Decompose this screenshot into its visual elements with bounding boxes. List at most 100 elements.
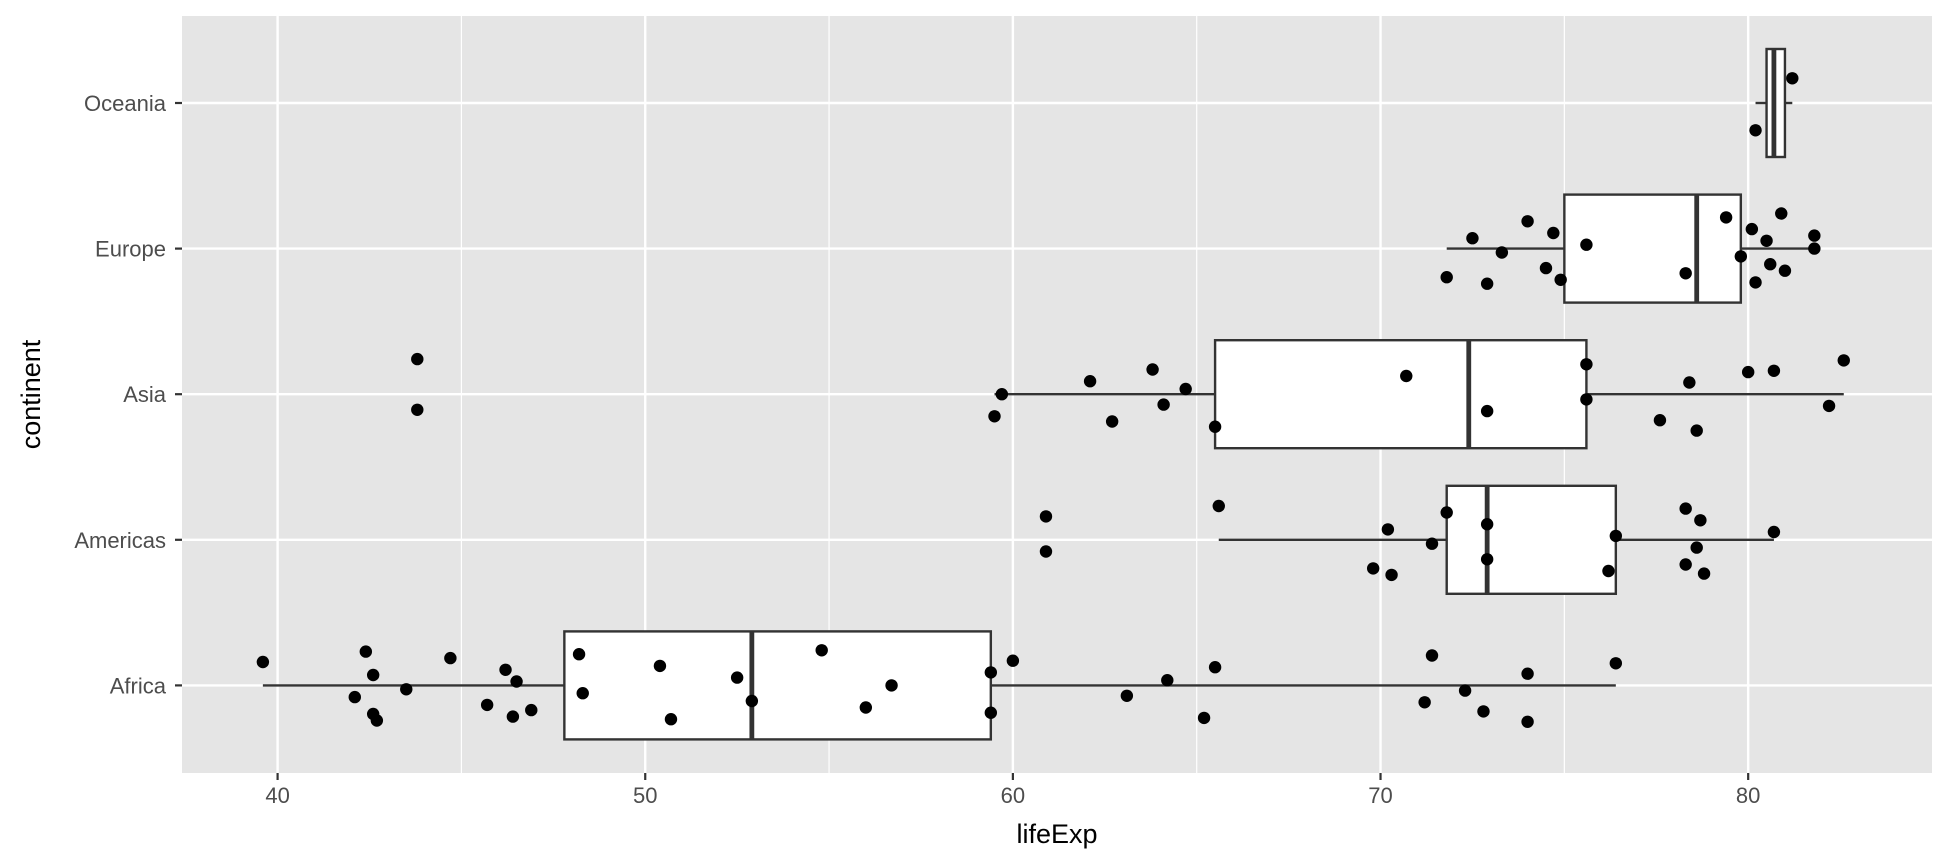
data-point [572, 648, 586, 661]
data-point [1157, 398, 1170, 411]
x-tick-label: 60 [1001, 783, 1025, 808]
data-point [1146, 363, 1159, 376]
data-point [366, 668, 380, 682]
data-point [1547, 226, 1560, 240]
data-point [1719, 211, 1733, 224]
data-point [1679, 558, 1692, 571]
data-point [1039, 510, 1053, 523]
y-tick-label-americas: Americas [74, 528, 166, 553]
data-point [1808, 229, 1821, 242]
data-point [1466, 232, 1479, 245]
data-point [1786, 72, 1799, 85]
data-point [1480, 277, 1494, 290]
data-point [1745, 222, 1759, 236]
data-point [1554, 273, 1567, 286]
data-point [525, 703, 538, 717]
data-point [576, 687, 589, 700]
data-point [1521, 667, 1534, 680]
x-tick-label: 70 [1368, 783, 1392, 808]
data-point [256, 655, 270, 669]
data-point [1580, 238, 1593, 251]
data-point [730, 671, 744, 684]
data-point [1458, 684, 1472, 697]
data-point [1653, 414, 1667, 427]
data-point [1602, 564, 1615, 578]
data-point [1690, 541, 1703, 554]
data-point [1161, 674, 1174, 687]
data-point [664, 713, 678, 726]
data-point [348, 690, 361, 704]
data-point [1697, 567, 1711, 580]
data-point [1767, 525, 1781, 539]
y-tick-label-europe: Europe [95, 237, 166, 262]
data-point [1366, 562, 1380, 575]
data-point [1006, 654, 1020, 667]
data-point [1083, 375, 1097, 388]
data-point [1212, 499, 1225, 513]
y-tick-label-africa: Africa [110, 673, 167, 698]
data-point [1734, 250, 1748, 263]
data-point [1440, 506, 1453, 519]
data-point [1477, 705, 1490, 718]
x-axis-title: lifeExp [1016, 819, 1097, 849]
box-africa [563, 630, 993, 741]
data-point [1521, 715, 1534, 728]
data-point [1775, 207, 1788, 220]
data-point [745, 694, 759, 708]
data-point [1425, 537, 1439, 550]
data-point [1208, 661, 1222, 674]
data-point [1764, 258, 1777, 271]
x-tick-label: 80 [1736, 783, 1760, 808]
data-point [1440, 271, 1453, 284]
data-point [1385, 568, 1398, 582]
box-europe [1563, 193, 1743, 304]
data-point [1425, 649, 1439, 662]
box-americas [1445, 484, 1618, 595]
data-point [1690, 424, 1703, 437]
data-point [1749, 124, 1762, 137]
data-point [1120, 689, 1134, 702]
data-point [1683, 376, 1696, 389]
data-point [885, 679, 898, 692]
y-tick-label-oceania: Oceania [84, 91, 167, 116]
data-point [400, 683, 413, 696]
data-point [1749, 276, 1762, 289]
y-tick-label-asia: Asia [123, 382, 167, 407]
data-point [1778, 264, 1792, 277]
data-point [1400, 369, 1413, 383]
data-point [370, 714, 384, 727]
data-point [1495, 246, 1509, 259]
data-point [499, 663, 512, 676]
data-point [1208, 420, 1222, 433]
data-point [859, 701, 873, 714]
data-point [1679, 502, 1692, 515]
y-axis-title: continent [16, 339, 46, 449]
data-point [995, 388, 1009, 401]
data-point [1105, 415, 1119, 428]
data-point [1580, 358, 1593, 371]
data-point [1837, 354, 1850, 367]
data-point [1480, 404, 1494, 418]
data-point [815, 644, 828, 657]
data-point [1609, 657, 1623, 670]
data-point [988, 410, 1001, 423]
data-point [1539, 261, 1553, 275]
x-tick-label: 50 [633, 783, 657, 808]
data-point [444, 651, 457, 665]
x-tick-label: 40 [265, 783, 289, 808]
data-point [1767, 364, 1781, 377]
data-point [984, 666, 998, 679]
data-point [1741, 365, 1755, 379]
data-point [1418, 696, 1431, 709]
data-point [1179, 382, 1192, 396]
data-point [1480, 553, 1494, 566]
data-point [510, 675, 523, 688]
data-point [1381, 523, 1395, 536]
data-point [984, 706, 998, 719]
data-point [359, 645, 373, 658]
data-point [1521, 215, 1534, 228]
data-point [1580, 393, 1593, 406]
data-point [1760, 234, 1773, 247]
data-point [411, 403, 424, 416]
